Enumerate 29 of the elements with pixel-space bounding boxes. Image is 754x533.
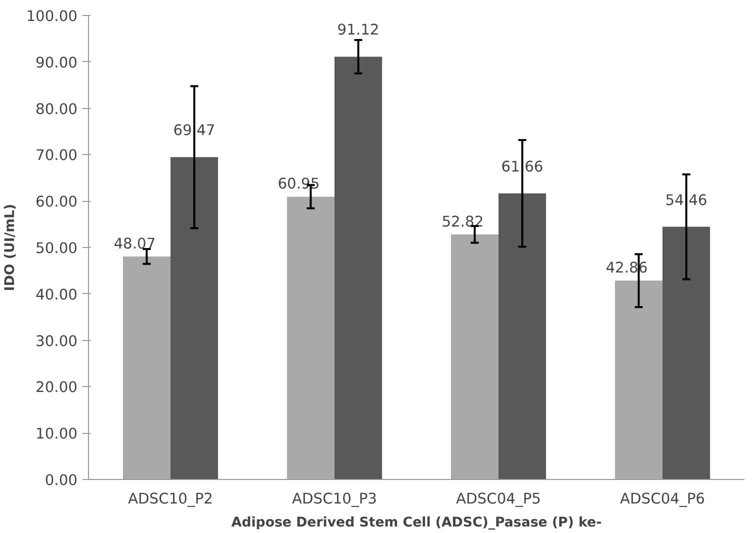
y-tick-label: 20.00	[36, 379, 78, 396]
bar	[498, 193, 546, 480]
data-label: 48.07	[114, 235, 156, 252]
x-tick-label: ADSC04_P5	[456, 490, 542, 508]
data-label: 60.95	[278, 176, 320, 193]
y-axis-title: IDO (UI/mL)	[3, 204, 18, 292]
y-tick-label: 40.00	[36, 286, 78, 304]
bar	[122, 256, 170, 480]
bar	[614, 280, 662, 480]
y-tick-label: 70.00	[36, 147, 78, 164]
y-tick-label: 90.00	[36, 54, 78, 72]
y-tick-label: 10.00	[36, 426, 78, 443]
x-tick-label: ADSC10_P2	[128, 490, 214, 508]
y-tick-label: 60.00	[36, 194, 78, 211]
x-axis-title: Adipose Derived Stem Cell (ADSC)_Pasase (P) ke-	[231, 516, 602, 530]
data-label: 52.82	[442, 213, 484, 230]
y-tick-label: 80.00	[36, 100, 78, 118]
bar	[450, 234, 498, 480]
y-tick-label: 50.00	[36, 240, 78, 257]
bar	[662, 226, 710, 480]
bar	[286, 196, 334, 480]
y-tick-label: 0.00	[44, 472, 78, 489]
bar	[170, 157, 218, 480]
x-tick-label: ADSC04_P6	[620, 490, 706, 508]
bar	[334, 56, 382, 480]
x-tick-label: ADSC10_P3	[292, 490, 378, 508]
y-tick-label: 100.00	[26, 8, 78, 25]
y-tick-label: 30.00	[36, 332, 78, 350]
data-label: 91.12	[337, 22, 380, 39]
